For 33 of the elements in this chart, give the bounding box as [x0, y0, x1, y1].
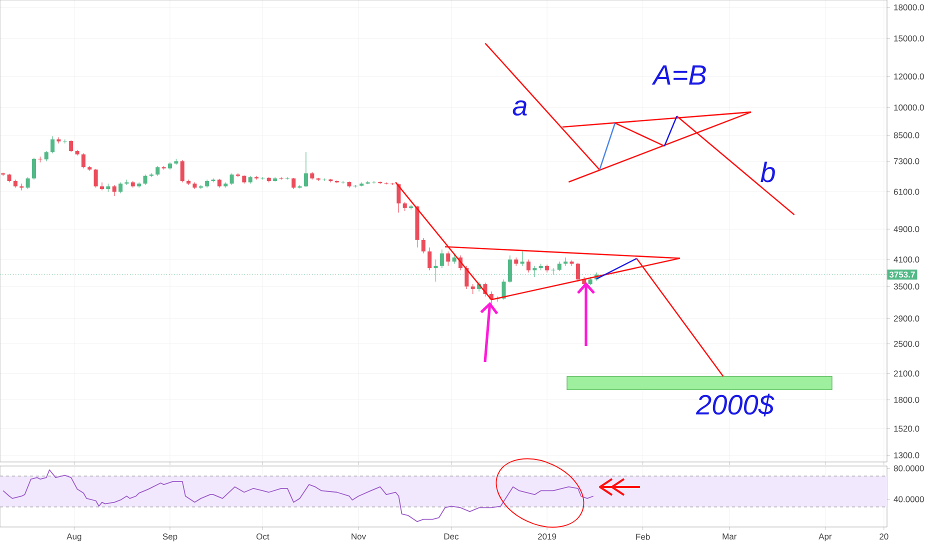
annotation: 2000$: [696, 394, 774, 416]
y-tick-label: 18000.0: [894, 4, 924, 10]
y-tick-label: 1800.0: [894, 396, 920, 403]
y-tick-label: 7300.0: [894, 158, 920, 164]
y-tick-label: 4900.0: [894, 226, 920, 232]
y-tick-label: 15000.0: [894, 35, 924, 42]
y-tick-label: 2500.0: [894, 340, 920, 347]
y-tick-label: 40.0000: [894, 496, 924, 502]
x-tick-label: Oct: [256, 534, 270, 540]
y-tick-label: 80.0000: [894, 465, 924, 472]
x-tick-label: Sep: [162, 534, 178, 542]
annotation: b: [760, 162, 775, 182]
x-tick-label: Dec: [444, 534, 459, 540]
x-tick-label: Feb: [636, 534, 650, 540]
x-tick-label: 20: [880, 534, 888, 540]
y-tick-label: 2100.0: [894, 370, 920, 377]
y-tick-label: 4100.0: [894, 256, 920, 263]
y-tick-label: 8500.0: [894, 132, 920, 138]
annotation: a: [512, 100, 527, 116]
y-tick-label: 3500.0: [894, 284, 920, 290]
x-tick-label: Apr: [818, 534, 832, 542]
x-tick-label: Aug: [66, 534, 82, 542]
y-tick-label: 10000.0: [894, 104, 924, 111]
ref-line-label: 3753.7: [889, 272, 915, 278]
x-tick-label: Nov: [352, 534, 366, 540]
x-tick-label: 2019: [538, 534, 556, 540]
y-tick-label: 6100.0: [894, 188, 920, 195]
y-tick-label: 12000.0: [894, 73, 924, 80]
annotation: A=B: [652, 65, 706, 85]
y-tick-label: 1520.0: [894, 426, 920, 432]
y-tick-label: 2900.0: [894, 316, 920, 322]
x-tick-label: Mar: [722, 534, 737, 540]
y-tick-label: 1300.0: [894, 452, 920, 458]
